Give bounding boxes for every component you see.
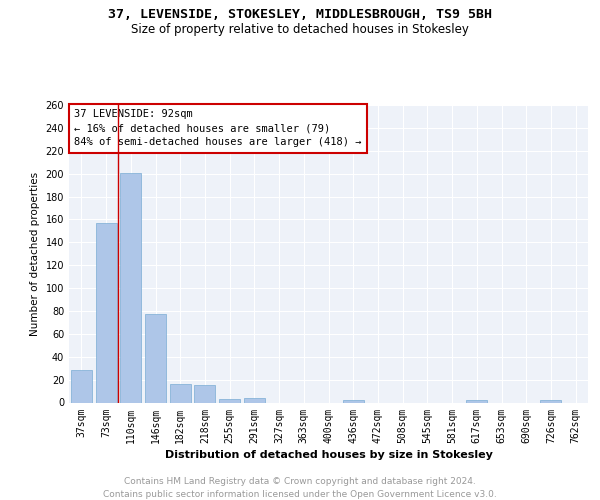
- X-axis label: Distribution of detached houses by size in Stokesley: Distribution of detached houses by size …: [164, 450, 493, 460]
- Text: Size of property relative to detached houses in Stokesley: Size of property relative to detached ho…: [131, 22, 469, 36]
- Bar: [194, 386, 215, 402]
- Bar: [95, 223, 116, 402]
- Text: Contains HM Land Registry data © Crown copyright and database right 2024.
Contai: Contains HM Land Registry data © Crown c…: [103, 478, 497, 499]
- Bar: [120, 172, 141, 402]
- Bar: [244, 398, 265, 402]
- Text: 37, LEVENSIDE, STOKESLEY, MIDDLESBROUGH, TS9 5BH: 37, LEVENSIDE, STOKESLEY, MIDDLESBROUGH,…: [108, 8, 492, 20]
- Bar: [541, 400, 562, 402]
- Bar: [170, 384, 191, 402]
- Bar: [71, 370, 92, 402]
- Y-axis label: Number of detached properties: Number of detached properties: [30, 172, 40, 336]
- Bar: [145, 314, 166, 402]
- Bar: [343, 400, 364, 402]
- Bar: [466, 400, 487, 402]
- Bar: [219, 399, 240, 402]
- Text: 37 LEVENSIDE: 92sqm
← 16% of detached houses are smaller (79)
84% of semi-detach: 37 LEVENSIDE: 92sqm ← 16% of detached ho…: [74, 110, 362, 148]
